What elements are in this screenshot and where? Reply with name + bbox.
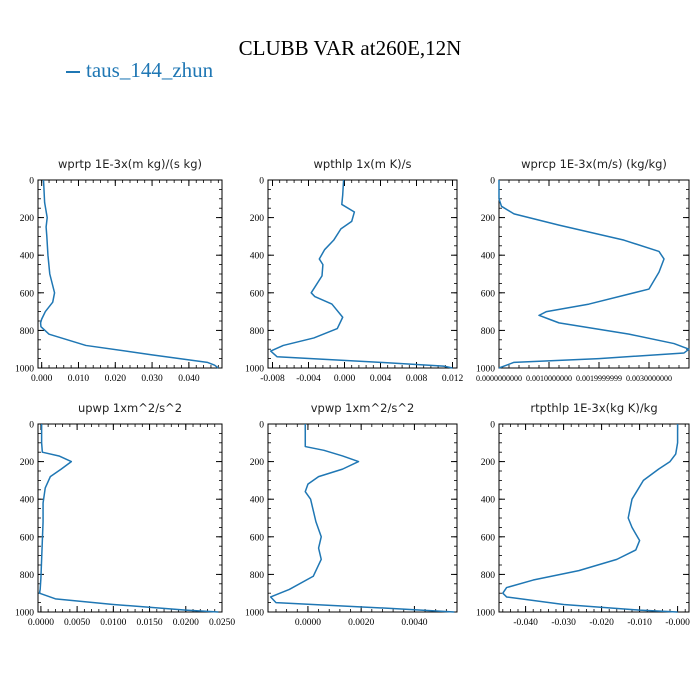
y-tick-label: 1000 <box>476 609 495 619</box>
y-tick-label: 400 <box>250 496 265 506</box>
x-tick-label: 0.040 <box>178 374 200 384</box>
x-tick-label: 0.000 <box>334 374 356 384</box>
y-tick-label: 800 <box>20 327 35 337</box>
series-line <box>269 179 453 369</box>
panel-title: wprtp 1E-3x(m kg)/(s kg) <box>58 157 202 171</box>
y-tick-label: 800 <box>250 571 265 581</box>
y-tick-label: 1000 <box>476 365 495 375</box>
legend-line-swatch <box>66 71 80 74</box>
panel-1: wprtp 1E-3x(m kg)/(s kg) 0 200 400 600 800 100… <box>15 157 223 384</box>
x-tick-label: -0.000 <box>665 618 690 628</box>
x-tick-label: 0.0200 <box>173 618 199 628</box>
y-tick-label: 800 <box>250 327 265 337</box>
x-tick-label: 0.0040 <box>401 618 427 628</box>
x-tick-label: -0.040 <box>513 618 538 628</box>
series-line <box>498 180 690 369</box>
y-tick-label: 800 <box>481 571 496 581</box>
plot-frame <box>37 423 223 613</box>
x-tick-label: -0.020 <box>589 618 614 628</box>
plot-frame <box>267 179 458 369</box>
y-tick-label: 400 <box>481 252 496 262</box>
y-tick-label: 1000 <box>15 609 34 619</box>
series-line <box>269 424 455 613</box>
panel-4: upwp 1xm^2/s^2 0 200 400 600 800 10000.0000 0.0… <box>15 401 235 628</box>
y-tick-label: 600 <box>250 289 265 299</box>
panel-6: rtpthlp 1E-3x(kg K)/kg 0 200 400 600 800 1000 -… <box>476 401 690 628</box>
panel-title: vpwp 1xm^2/s^2 <box>311 401 415 415</box>
x-tick-label: 0.010 <box>68 374 90 384</box>
y-tick-label: 1000 <box>15 365 34 375</box>
x-tick-label: 0.0150 <box>136 618 162 628</box>
plot-frame <box>498 179 690 369</box>
legend: taus_144_zhun <box>66 58 213 83</box>
x-tick-label: 0.0000 <box>28 618 54 628</box>
y-tick-label: 200 <box>20 458 35 468</box>
y-tick-label: 0 <box>29 421 34 431</box>
y-tick-label: 0 <box>259 421 264 431</box>
y-tick-label: 200 <box>481 458 496 468</box>
y-tick-label: 200 <box>481 214 496 224</box>
panel-3: wprcp 1E-3x(m/s) (kg/kg) 0 200 400 600 800 100… <box>476 157 690 383</box>
y-tick-label: 200 <box>20 214 35 224</box>
y-tick-label: 600 <box>20 533 35 543</box>
x-tick-label: -0.004 <box>296 374 321 384</box>
x-tick-label: 0.008 <box>406 374 428 384</box>
x-tick-label: 0.012 <box>442 374 464 384</box>
plot-frame <box>267 423 458 613</box>
series-line <box>39 179 219 369</box>
y-tick-label: 400 <box>20 496 35 506</box>
panel-5: vpwp 1xm^2/s^2 0 200 400 600 800 1000 0.0000 0.0… <box>245 401 458 628</box>
x-tick-label: -0.010 <box>627 618 652 628</box>
plot-frame <box>498 423 690 613</box>
series-line <box>38 424 219 613</box>
y-tick-label: 400 <box>481 496 496 506</box>
series-line <box>502 424 679 613</box>
y-tick-label: 600 <box>20 289 35 299</box>
x-tick-label: 0.0010000000 <box>526 374 572 383</box>
legend-label: taus_144_zhun <box>86 58 214 82</box>
y-tick-label: 200 <box>250 214 265 224</box>
y-tick-label: 400 <box>250 252 265 262</box>
y-tick-label: 600 <box>481 289 496 299</box>
y-tick-label: 800 <box>20 571 35 581</box>
panel-title: wprcp 1E-3x(m/s) (kg/kg) <box>521 157 667 171</box>
x-tick-label: -0.008 <box>260 374 285 384</box>
x-tick-label: 0.0000000000 <box>476 374 522 383</box>
y-tick-label: 200 <box>250 458 265 468</box>
y-tick-label: 800 <box>481 327 496 337</box>
x-tick-label: 0.0000 <box>295 618 321 628</box>
y-tick-label: 1000 <box>245 365 264 375</box>
x-tick-label: 0.0020 <box>348 618 374 628</box>
panel-title: wpthlp 1x(m K)/s <box>313 157 411 171</box>
y-tick-label: 0 <box>259 177 264 187</box>
x-tick-label: 0.0019999999 <box>576 374 622 383</box>
panel-2: wpthlp 1x(m K)/s 0 200 400 600 800 1000-0.008 -… <box>245 157 463 384</box>
y-tick-label: 600 <box>250 533 265 543</box>
y-tick-label: 1000 <box>245 609 264 619</box>
x-tick-label: 0.0250 <box>209 618 235 628</box>
y-tick-label: 400 <box>20 252 35 262</box>
y-tick-label: 0 <box>29 177 34 187</box>
figure-title: CLUBB VAR at260E,12N <box>238 36 462 60</box>
x-tick-label: 0.020 <box>105 374 127 384</box>
panel-title: upwp 1xm^2/s^2 <box>78 401 182 415</box>
x-tick-label: 0.0050 <box>64 618 90 628</box>
x-tick-label: 0.000 <box>31 374 53 384</box>
y-tick-label: 0 <box>490 421 495 431</box>
x-tick-label: 0.030 <box>141 374 163 384</box>
panel-title: rtpthlp 1E-3x(kg K)/kg <box>530 401 657 415</box>
x-tick-label: 0.0030000000 <box>626 374 672 383</box>
x-tick-label: -0.030 <box>551 618 576 628</box>
y-tick-label: 600 <box>481 533 496 543</box>
y-tick-label: 0 <box>490 177 495 187</box>
x-tick-label: 0.0100 <box>100 618 126 628</box>
x-tick-label: 0.004 <box>370 374 392 384</box>
